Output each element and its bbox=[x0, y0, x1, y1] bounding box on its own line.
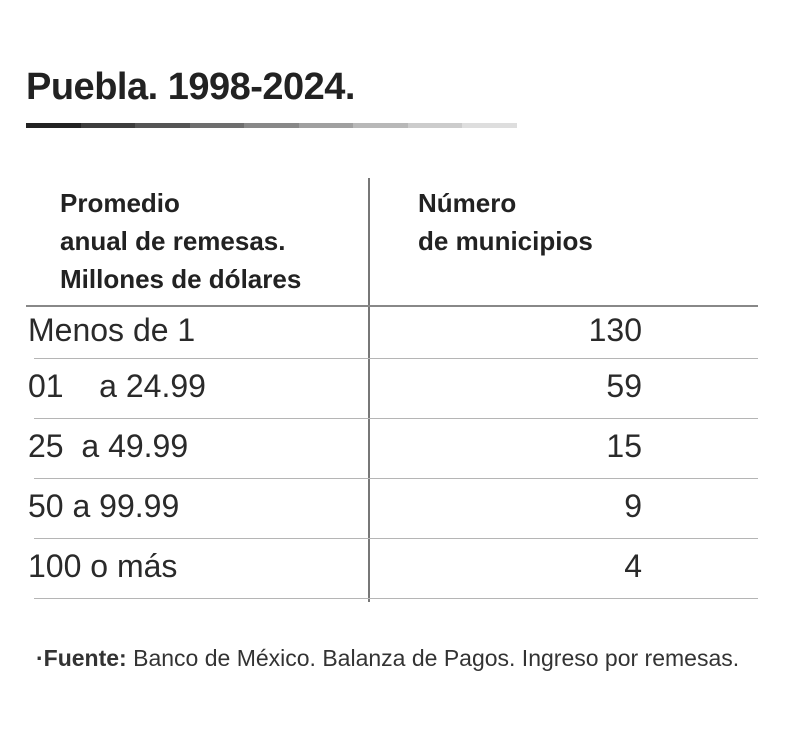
header-line: Promedio bbox=[60, 188, 180, 218]
gradient-segment bbox=[26, 123, 81, 128]
header-line: Número bbox=[418, 188, 517, 218]
range-cell: 100 o más bbox=[28, 548, 178, 584]
count-cell: 59 bbox=[606, 368, 642, 404]
title-underline-gradient bbox=[26, 123, 517, 128]
column-divider bbox=[368, 178, 370, 602]
table-row: Menos de 1 130 bbox=[28, 307, 758, 359]
gradient-segment bbox=[189, 123, 244, 128]
range-cell: 01 a 24.99 bbox=[28, 368, 206, 404]
table-row: 01 a 24.99 59 bbox=[28, 359, 758, 419]
table-row: 25 a 49.99 15 bbox=[28, 419, 758, 479]
header-municipality-count: Número de municipios bbox=[418, 184, 738, 260]
range-cell: Menos de 1 bbox=[28, 312, 196, 348]
header-line: de municipios bbox=[418, 226, 593, 256]
gradient-segment bbox=[353, 123, 408, 128]
count-cell: 9 bbox=[624, 488, 642, 524]
source-label: Fuente: bbox=[43, 645, 127, 671]
range-cell: 25 a 49.99 bbox=[28, 428, 189, 464]
table-row: 100 o más 4 bbox=[28, 539, 758, 599]
source-bullet: · bbox=[36, 645, 44, 671]
header-line: anual de remesas. bbox=[60, 226, 286, 256]
header-line: Millones de dólares bbox=[60, 264, 302, 294]
page-title: Puebla. 1998-2024. bbox=[26, 66, 356, 108]
source-text: Banco de México. Balanza de Pagos. Ingre… bbox=[126, 645, 740, 671]
gradient-segment bbox=[407, 123, 462, 128]
count-cell: 15 bbox=[606, 428, 642, 464]
remittances-table: Promedio anual de remesas. Millones de d… bbox=[26, 178, 758, 602]
gradient-segment bbox=[244, 123, 299, 128]
gradient-segment bbox=[298, 123, 353, 128]
source-note: ·Fuente: Banco de México. Balanza de Pag… bbox=[36, 645, 739, 672]
range-cell: 50 a 99.99 bbox=[28, 488, 180, 524]
table-row: 50 a 99.99 9 bbox=[28, 479, 758, 539]
gradient-segment bbox=[80, 123, 135, 128]
count-cell: 130 bbox=[588, 312, 642, 348]
gradient-segment bbox=[462, 123, 517, 128]
header-remittance-average: Promedio anual de remesas. Millones de d… bbox=[60, 184, 360, 298]
table-header: Promedio anual de remesas. Millones de d… bbox=[26, 178, 758, 307]
gradient-segment bbox=[135, 123, 190, 128]
count-cell: 4 bbox=[624, 548, 642, 584]
